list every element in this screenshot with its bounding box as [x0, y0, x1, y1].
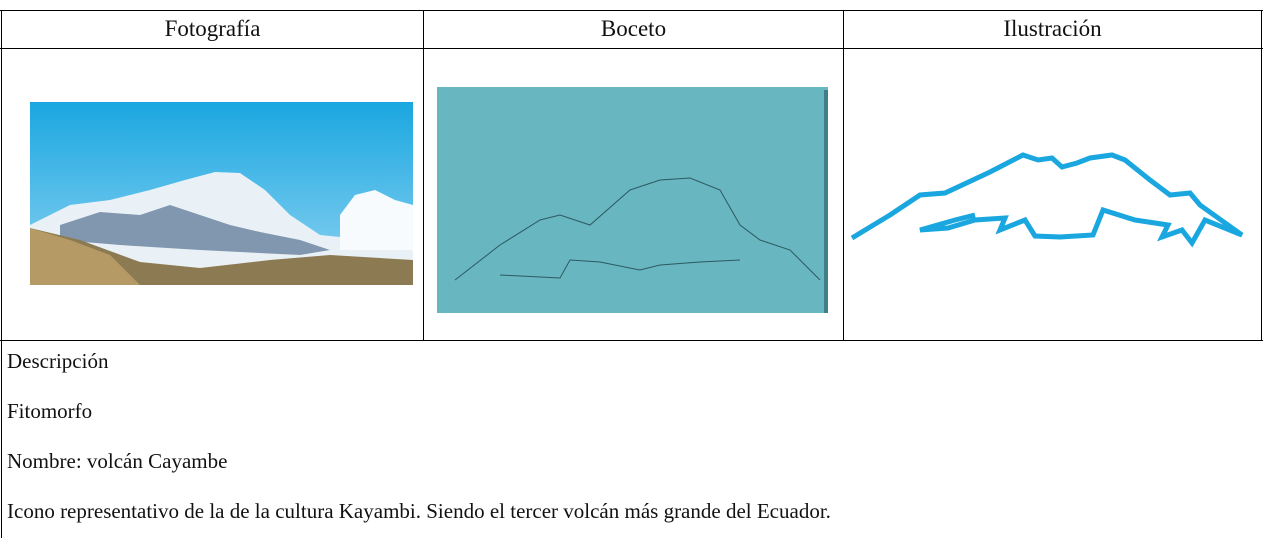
- description-line: Descripción: [7, 349, 109, 373]
- border: [1261, 10, 1262, 341]
- description-line: Nombre: volcán Cayambe: [7, 449, 228, 473]
- border: [0, 48, 1263, 49]
- description-line: Icono representativo de la de la cultura…: [7, 499, 831, 523]
- border: [843, 10, 844, 341]
- sketch: [437, 87, 828, 313]
- header-cell: Fotografía: [164, 16, 261, 41]
- header-cell: Boceto: [600, 16, 667, 41]
- border: [1, 10, 2, 538]
- border: [0, 340, 1263, 341]
- illustration: [850, 152, 1244, 248]
- border: [423, 10, 424, 341]
- border: [0, 10, 1263, 11]
- photo: [30, 102, 413, 285]
- description-line: Fitomorfo: [7, 399, 93, 423]
- header-cell: Ilustración: [1003, 16, 1102, 41]
